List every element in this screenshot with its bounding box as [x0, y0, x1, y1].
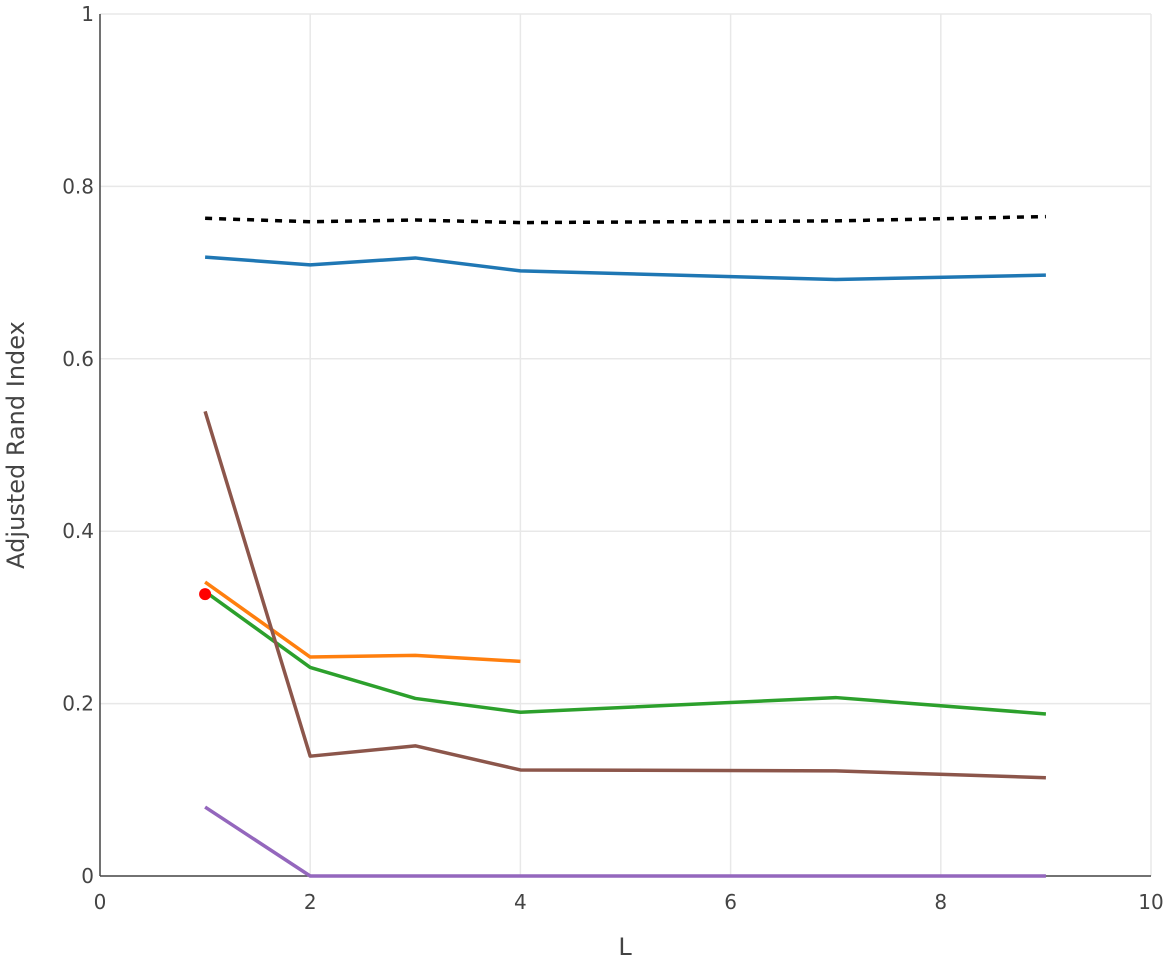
x-tick-label: 10	[1138, 890, 1163, 914]
grid	[100, 13, 1152, 876]
x-axis-title: L	[618, 933, 632, 961]
series-line-1	[205, 214, 1046, 225]
y-tick-label: 0	[81, 864, 94, 888]
series-line-4	[204, 590, 1047, 716]
x-tick-label: 8	[934, 890, 947, 914]
plot-area	[199, 214, 1047, 878]
series-line-3	[204, 580, 521, 664]
y-axis-title: Adjusted Rand Index	[2, 321, 30, 569]
series-line-5	[203, 410, 1046, 780]
tick-labels: 0 2 4 6 8 10 0 0.2 0.4 0.6 0.8 1	[62, 2, 1164, 914]
y-tick-label: 0.8	[62, 174, 94, 198]
y-tick-label: 0.4	[62, 519, 94, 543]
data-point	[199, 588, 212, 601]
x-tick-label: 2	[304, 890, 317, 914]
series-line-6	[204, 805, 1046, 878]
y-tick-label: 1	[81, 2, 94, 26]
y-tick-label: 0.2	[62, 692, 94, 716]
x-tick-label: 6	[724, 890, 737, 914]
x-tick-label: 0	[94, 890, 107, 914]
axes	[99, 14, 1151, 877]
y-tick-label: 0.6	[62, 347, 94, 371]
series-line-2	[204, 255, 1046, 282]
x-tick-label: 4	[514, 890, 527, 914]
